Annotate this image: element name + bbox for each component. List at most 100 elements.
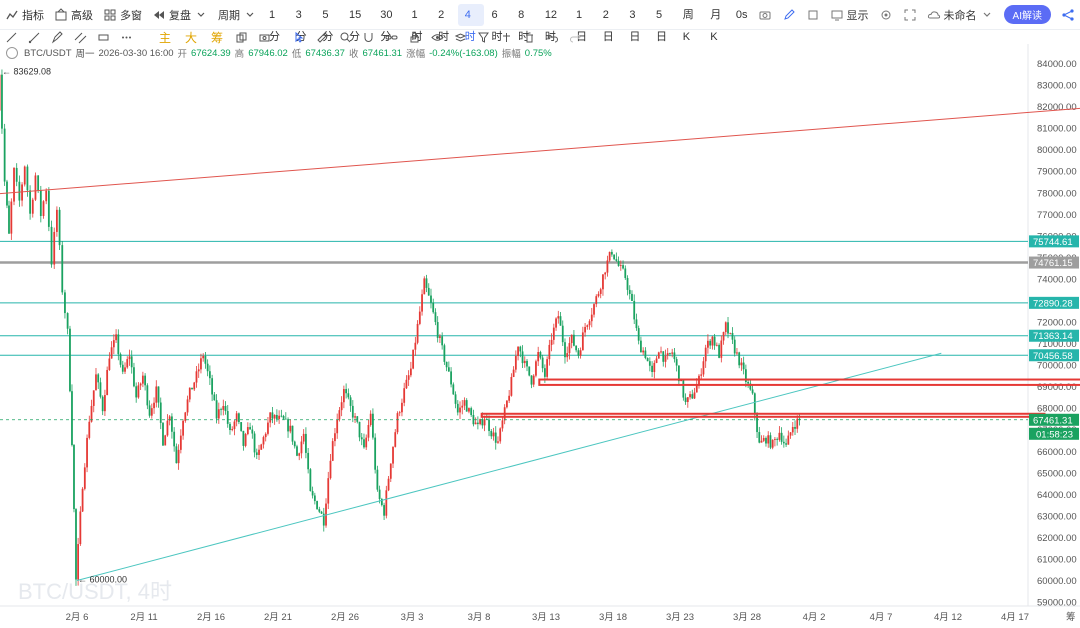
trash-icon[interactable] — [523, 31, 536, 44]
layers-tool-icon[interactable] — [454, 31, 467, 44]
fullscreen-button[interactable] — [898, 4, 922, 26]
candle-body — [724, 322, 727, 333]
main-force-button[interactable]: 主 — [159, 30, 172, 45]
period-12[interactable]: 2日 — [602, 8, 614, 43]
ray-tool-icon[interactable] — [28, 31, 41, 44]
y-tick-label-14: 73000.00 — [1037, 296, 1077, 307]
redo-icon[interactable] — [569, 31, 582, 44]
period-1[interactable]: 3分 — [295, 8, 307, 43]
candle-body — [481, 419, 484, 426]
display-button[interactable]: 显示 — [825, 4, 874, 26]
undo-icon[interactable] — [546, 31, 559, 44]
period-13[interactable]: 3日 — [629, 8, 641, 43]
filter-tool-icon[interactable] — [477, 31, 490, 44]
candle-body — [456, 403, 459, 413]
share-button[interactable] — [1056, 4, 1080, 26]
period-8[interactable]: 6时 — [491, 8, 503, 43]
trend-line-0[interactable] — [0, 107, 1080, 195]
trend-line-1[interactable] — [76, 352, 942, 581]
period-7[interactable]: 4时 — [457, 3, 485, 43]
share-window-button[interactable] — [801, 4, 825, 26]
period-9[interactable]: 8时 — [518, 8, 530, 43]
period-4[interactable]: 30分 — [380, 8, 393, 43]
big-order-button[interactable]: 大 — [185, 30, 198, 45]
candle-body — [191, 387, 193, 390]
pen-tool-icon[interactable] — [51, 30, 64, 44]
legend-symbol: BTC/USDT — [24, 47, 72, 59]
candle-body — [385, 490, 388, 516]
y-tick-label-15: 74000.00 — [1037, 274, 1077, 285]
seconds-toggle[interactable]: 0s — [731, 4, 753, 26]
zoom-tool-icon[interactable] — [339, 31, 352, 44]
measure-tool-icon[interactable] — [97, 31, 110, 44]
period-11[interactable]: 1日 — [576, 8, 588, 43]
layout-name-button[interactable]: 未命名 — [922, 4, 999, 26]
ruler-tool-icon[interactable] — [316, 31, 329, 44]
x-tick-label-7: 3月 13 — [532, 612, 560, 623]
symbol-toggle-icon[interactable] — [6, 47, 18, 59]
candle-body — [296, 446, 298, 456]
period-15[interactable]: 周K — [682, 8, 694, 43]
period-14[interactable]: 5日 — [656, 8, 668, 43]
candle-body — [231, 428, 234, 431]
parallel-tool-icon[interactable] — [74, 31, 87, 44]
more-tools-icon[interactable] — [120, 31, 133, 44]
lock-tool-icon[interactable] — [408, 31, 421, 44]
candle-body — [698, 375, 700, 385]
layout-name-label: 未命名 — [943, 9, 977, 22]
period-0[interactable]: 1分 — [269, 8, 280, 43]
indicator-button[interactable]: 指标 — [0, 4, 49, 26]
line-tool-icon[interactable] — [5, 31, 18, 44]
candle-body — [707, 340, 709, 348]
pin-tool-icon[interactable] — [500, 31, 513, 44]
candle-body — [523, 360, 526, 364]
support-zone-1[interactable] — [480, 412, 1046, 418]
candle-body — [99, 382, 102, 397]
magnet-tool-icon[interactable] — [362, 31, 375, 44]
ai-interpret-button[interactable]: AI解读 — [999, 4, 1056, 26]
period-10[interactable]: 12时 — [544, 8, 558, 43]
last-price-tag — [1029, 413, 1079, 426]
candle-body — [615, 259, 618, 261]
settings-button[interactable] — [874, 4, 898, 26]
candle-body — [220, 409, 222, 411]
period-16[interactable]: 月K — [710, 8, 722, 43]
camera-button[interactable] — [753, 4, 777, 26]
candle-body — [42, 201, 45, 216]
candle-body — [432, 302, 435, 313]
chip-button[interactable]: 筹 — [211, 30, 224, 45]
period-3[interactable]: 15分 — [349, 8, 362, 43]
copy-icon[interactable] — [235, 31, 248, 44]
candle-body — [499, 428, 502, 442]
legend-open-label: 开 — [177, 49, 188, 60]
candle-body — [97, 374, 100, 383]
candle-body — [715, 344, 718, 346]
candle-body — [740, 362, 743, 366]
candle-body — [666, 353, 669, 356]
camera-tool-icon[interactable] — [258, 31, 271, 44]
period-5[interactable]: 1时 — [411, 8, 423, 43]
link-tool-icon[interactable] — [385, 31, 398, 44]
candle-body — [280, 415, 283, 417]
candle-body — [329, 460, 332, 479]
cursor-tool-icon[interactable] — [293, 31, 306, 44]
multi-window-button[interactable]: 多窗 — [98, 4, 147, 26]
period-dropdown[interactable]: 周期 — [213, 4, 262, 26]
advanced-button[interactable]: 高级 — [49, 4, 98, 26]
period-6[interactable]: 2时 — [438, 8, 450, 43]
candle-body — [617, 260, 620, 266]
draw-pen-button[interactable] — [777, 4, 801, 26]
display-label: 显示 — [846, 9, 869, 22]
candle-body — [729, 332, 732, 334]
candle-body — [162, 422, 164, 446]
period-2[interactable]: 5分 — [322, 8, 334, 43]
eye-tool-icon[interactable] — [431, 31, 444, 44]
candle-body — [718, 344, 720, 358]
candle-body — [23, 166, 26, 185]
candle-body — [374, 437, 377, 470]
replay-button[interactable]: 复盘 — [147, 4, 213, 26]
candle-body — [309, 469, 312, 492]
candle-body — [316, 501, 318, 510]
support-zone-0[interactable] — [538, 378, 1080, 386]
